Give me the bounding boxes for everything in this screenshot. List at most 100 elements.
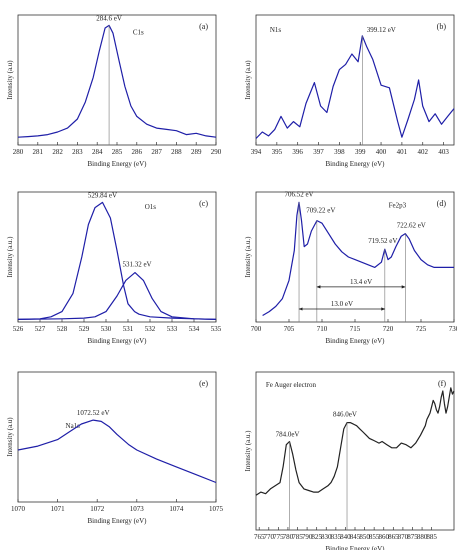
x-tick-label: 710 <box>317 325 328 333</box>
spectrum-line <box>255 387 455 496</box>
peak-label: 722.62 eV <box>397 222 426 230</box>
x-tick-label: 286 <box>132 148 143 156</box>
x-tick-label: 850 <box>359 533 370 541</box>
x-tick-label: 860 <box>378 533 389 541</box>
x-tick-label: 526 <box>13 325 24 333</box>
panel-label: (d) <box>437 199 447 208</box>
peak-label: 784.0eV <box>276 431 300 439</box>
panel-label: (c) <box>199 199 208 208</box>
peak-label: 1072.52 eV <box>77 409 110 417</box>
x-tick-label: 527 <box>35 325 46 333</box>
x-tick-label: 720 <box>383 325 394 333</box>
x-axis-label: Binding Energy (eV) <box>326 545 386 550</box>
y-axis-label: Intensity (a.u) <box>244 60 252 100</box>
x-tick-label: 531 <box>123 325 134 333</box>
x-tick-label: 780 <box>283 533 294 541</box>
x-tick-label: 830 <box>321 533 332 541</box>
x-tick-label: 535 <box>211 325 222 333</box>
panel-label: (a) <box>199 22 208 31</box>
x-tick-label: 398 <box>334 148 345 156</box>
spectrum-title: Fe Auger electron <box>266 381 317 389</box>
x-tick-label: 528 <box>57 325 68 333</box>
x-tick-label: 394 <box>251 148 262 156</box>
x-axis-label: Binding Energy (eV) <box>88 160 148 168</box>
plot-frame <box>17 191 217 323</box>
chart-panel: 394 395 396 397 398 399 400 401 402 403 Binding En… <box>244 14 455 168</box>
peak-label: 706.52 eV <box>284 190 313 198</box>
x-tick-label: 395 <box>272 148 283 156</box>
x-tick-label: 825 <box>311 533 322 541</box>
x-axis-label: Binding Energy (eV) <box>326 160 386 168</box>
peak-label: 529.84 eV <box>88 191 117 199</box>
x-axis-label: Binding Energy (eV) <box>88 517 148 525</box>
spectrum-title: C1s <box>133 29 144 37</box>
spectrum-title: Na1s <box>66 422 81 430</box>
spectrum-title: Fe2p3 <box>389 202 407 210</box>
chart-panel: 280 281 282 283 284 285 286 287 288 289 290 Binding… <box>6 14 222 168</box>
splitting-label: 13.4 eV <box>350 278 372 286</box>
x-tick-label: 885 <box>426 533 437 541</box>
y-axis-label: Intensity (a.u) <box>6 417 14 457</box>
x-tick-label: 285 <box>112 148 123 156</box>
x-tick-label: 281 <box>33 148 44 156</box>
x-tick-label: 1073 <box>130 505 145 513</box>
x-tick-label: 403 <box>438 148 449 156</box>
x-tick-label: 401 <box>397 148 408 156</box>
x-tick-label: 840 <box>340 533 351 541</box>
x-tick-label: 534 <box>189 325 200 333</box>
plot-frame <box>17 371 217 503</box>
spectrum-line <box>262 201 454 317</box>
x-tick-label: 785 <box>292 533 303 541</box>
x-tick-label: 870 <box>398 533 409 541</box>
x-tick-label: 397 <box>313 148 324 156</box>
x-tick-label: 533 <box>167 325 178 333</box>
y-axis-label: Intensity (a.u.) <box>244 430 252 472</box>
x-tick-label: 396 <box>292 148 303 156</box>
y-axis-label: Intensity (a.u) <box>6 60 14 100</box>
x-tick-label: 280 <box>13 148 24 156</box>
x-tick-label: 775 <box>273 533 284 541</box>
x-tick-label: 530 <box>101 325 112 333</box>
x-tick-label: 845 <box>350 533 361 541</box>
spectrum-line <box>17 272 217 320</box>
x-tick-label: 283 <box>72 148 83 156</box>
x-tick-label: 725 <box>416 325 427 333</box>
x-tick-label: 730 <box>449 325 457 333</box>
peak-label: 399.12 eV <box>367 26 396 34</box>
x-tick-label: 770 <box>264 533 275 541</box>
x-tick-label: 875 <box>407 533 418 541</box>
x-tick-label: 705 <box>284 325 295 333</box>
x-tick-label: 399 <box>355 148 366 156</box>
x-tick-label: 1075 <box>209 505 224 513</box>
x-axis-label: Binding Energy (eV) <box>88 337 148 345</box>
x-tick-label: 532 <box>145 325 156 333</box>
chart-panel: 1070 1071 1072 1073 1074 1075 Binding Energy (… <box>6 371 224 525</box>
chart-panel: 700 705 710 715 720 725 730 Binding Energy (eV)… <box>244 190 457 345</box>
panel-label: (e) <box>199 379 208 388</box>
x-tick-label: 1071 <box>51 505 66 513</box>
peak-label: 284.6 eV <box>96 14 122 22</box>
x-tick-label: 790 <box>302 533 313 541</box>
x-tick-label: 284 <box>92 148 103 156</box>
x-tick-label: 288 <box>171 148 182 156</box>
y-axis-label: Intensity (a.u.) <box>244 236 252 278</box>
x-tick-label: 835 <box>331 533 342 541</box>
panel-label: (b) <box>437 22 447 31</box>
peak-label: 709.22 eV <box>306 207 335 215</box>
x-tick-label: 855 <box>369 533 380 541</box>
panel-label: (f) <box>438 379 446 388</box>
plot-frame <box>17 14 217 146</box>
x-tick-label: 529 <box>79 325 90 333</box>
x-tick-label: 700 <box>251 325 262 333</box>
spectrum-line <box>17 419 217 484</box>
x-tick-label: 1072 <box>90 505 105 513</box>
spectrum-title: N1s <box>270 26 282 34</box>
spectrum-line <box>17 24 217 138</box>
x-tick-label: 1074 <box>169 505 184 513</box>
peak-label: 846.0eV <box>333 411 357 419</box>
x-tick-label: 290 <box>211 148 222 156</box>
y-axis-label: Intensity (a.u.) <box>6 236 14 278</box>
x-tick-label: 289 <box>191 148 202 156</box>
x-tick-label: 402 <box>417 148 428 156</box>
